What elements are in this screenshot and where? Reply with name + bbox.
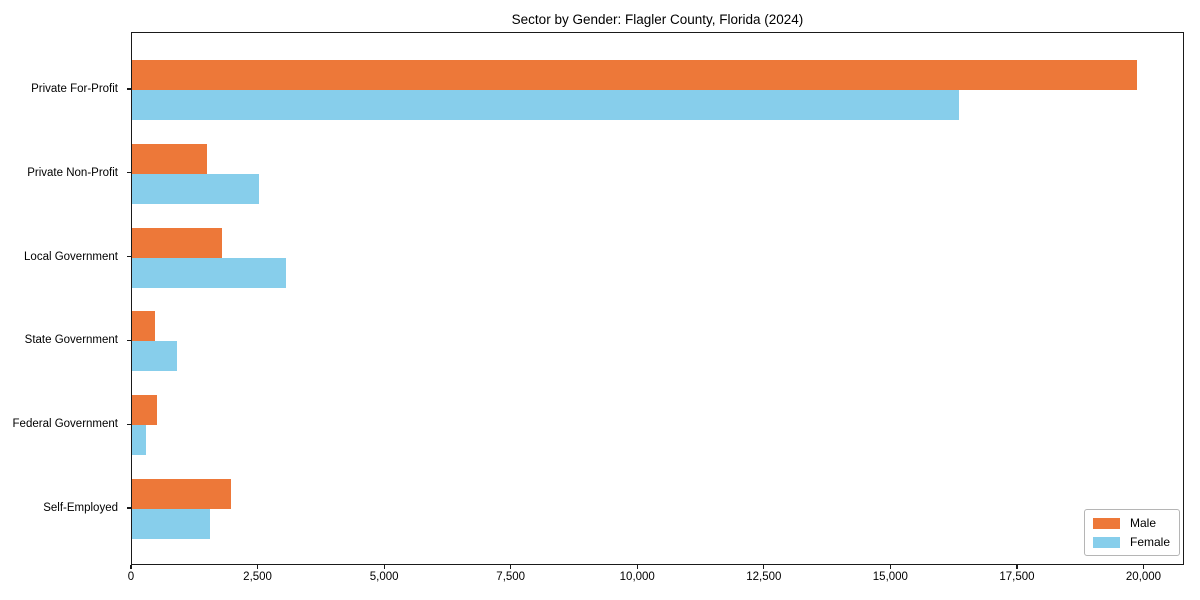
x-tick-mark xyxy=(383,565,385,569)
legend-swatch-female xyxy=(1092,536,1120,548)
x-tick-label-17-500: 17,500 xyxy=(999,571,1035,583)
x-tick-label-7-500: 7,500 xyxy=(496,571,526,583)
x-tick-mark xyxy=(1142,565,1145,569)
bar-male-federal-government xyxy=(132,395,157,426)
x-tick-mark xyxy=(763,565,765,569)
bar-male-private-for-profit xyxy=(132,60,1138,90)
bar-male-state-government xyxy=(132,311,156,342)
legend-label-male: Male xyxy=(1129,516,1156,530)
x-tick-mark xyxy=(1016,565,1018,569)
y-tick-label-federal-government: Federal Government xyxy=(12,418,118,431)
bar-female-self-employed xyxy=(132,509,210,539)
bar-female-private-non-profit xyxy=(132,173,260,204)
legend-entry-male: Male xyxy=(1092,516,1170,530)
x-tick-label-20-000: 20,000 xyxy=(1125,571,1162,583)
y-tick-label-self-employed: Self-Employed xyxy=(43,502,118,514)
x-tick-label-15-000: 15,000 xyxy=(872,571,908,583)
x-tick-label-5-000: 5,000 xyxy=(369,571,399,583)
legend-entry-female: Female xyxy=(1092,535,1170,549)
y-tick-label-state-government: State Government xyxy=(24,334,118,347)
x-tick-label-2-500: 2,500 xyxy=(243,571,272,583)
legend-swatch-male xyxy=(1092,517,1120,529)
legend: Male Female xyxy=(1083,509,1180,556)
x-tick-label-10-000: 10,000 xyxy=(619,571,655,583)
x-tick-label-0: 0 xyxy=(127,571,135,583)
x-tick-label-12-500: 12,500 xyxy=(746,571,782,583)
y-tick-mark xyxy=(127,339,131,341)
x-tick-mark xyxy=(130,565,132,569)
y-tick-mark xyxy=(127,172,131,174)
bar-female-state-government xyxy=(132,341,178,372)
bar-male-self-employed xyxy=(132,479,232,509)
y-tick-label-private-for-profit: Private For-Profit xyxy=(31,83,118,95)
bar-male-private-non-profit xyxy=(132,143,207,174)
plot-area: Male Female xyxy=(131,32,1184,565)
x-tick-mark xyxy=(256,565,259,569)
y-tick-mark xyxy=(127,423,131,425)
y-tick-mark xyxy=(127,256,131,258)
chart-title: Sector by Gender: Flagler County, Florid… xyxy=(511,12,804,27)
y-tick-label-private-non-profit: Private Non-Profit xyxy=(27,166,118,179)
bar-female-local-government xyxy=(132,257,287,288)
x-tick-mark xyxy=(889,565,891,569)
y-tick-label-local-government: Local Government xyxy=(24,250,118,263)
bar-female-federal-government xyxy=(132,425,147,456)
x-tick-mark xyxy=(510,565,512,569)
y-tick-mark xyxy=(127,88,131,90)
legend-label-female: Female xyxy=(1129,535,1170,549)
y-tick-mark xyxy=(127,507,131,509)
bar-male-local-government xyxy=(132,227,223,258)
bar-female-private-for-profit xyxy=(132,90,960,120)
x-tick-mark xyxy=(636,565,638,569)
